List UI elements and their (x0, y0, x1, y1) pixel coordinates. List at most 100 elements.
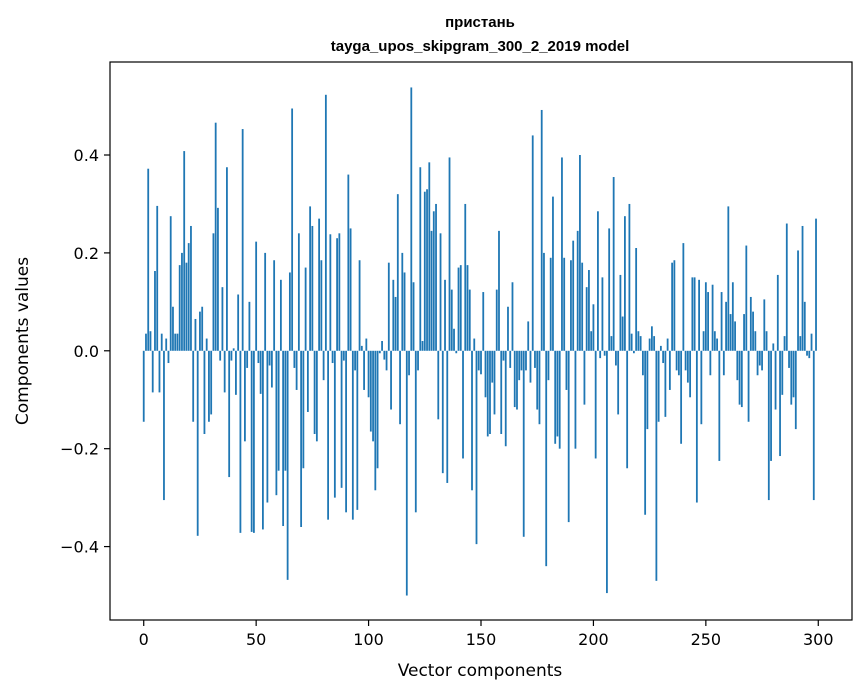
bar (185, 262, 188, 351)
bar (504, 350, 507, 447)
y-tick-label: 0.0 (74, 342, 99, 361)
bar (311, 225, 314, 351)
bar (734, 321, 736, 351)
bar (617, 350, 620, 415)
bar (711, 284, 714, 351)
bar (212, 233, 215, 351)
bar (626, 350, 629, 469)
bar (232, 348, 235, 351)
bar (403, 272, 406, 351)
bar (797, 250, 799, 351)
bar (340, 350, 343, 488)
bar (806, 350, 808, 356)
bar (336, 238, 338, 351)
bar (650, 326, 653, 351)
bar (540, 109, 543, 351)
bar (331, 350, 334, 364)
bar (547, 350, 550, 381)
bar (686, 350, 689, 383)
x-axis-label: Vector components (398, 661, 563, 681)
bar (329, 234, 332, 351)
bar (725, 301, 727, 351)
bar (752, 311, 754, 351)
bar (574, 350, 577, 449)
bar (392, 279, 395, 351)
bar (275, 350, 278, 496)
bar (405, 350, 408, 596)
bar (754, 331, 757, 351)
bar (781, 350, 784, 395)
bar (257, 350, 260, 364)
bar (585, 287, 588, 351)
bar (779, 350, 781, 457)
bar (396, 194, 399, 351)
bar (468, 289, 471, 351)
bar (349, 228, 352, 351)
bar (698, 279, 700, 351)
bar (563, 257, 566, 351)
bar (675, 350, 678, 371)
bar (691, 277, 694, 351)
bar (572, 240, 575, 351)
bar (565, 350, 568, 390)
bar (282, 350, 285, 527)
bar (203, 350, 206, 434)
bar (246, 350, 249, 368)
bar (529, 350, 532, 383)
bar (664, 350, 667, 417)
bar (673, 260, 676, 351)
bar (412, 282, 415, 351)
bar (342, 350, 345, 361)
bar (228, 350, 231, 478)
bar (731, 282, 734, 351)
bar (727, 206, 730, 351)
bar (621, 316, 624, 351)
bar (808, 350, 811, 359)
bar (190, 225, 192, 351)
bar (601, 277, 604, 351)
bar (682, 243, 685, 351)
bar (473, 338, 476, 351)
bar (239, 350, 242, 533)
bar (149, 331, 152, 351)
bar (448, 157, 451, 351)
bar (401, 252, 404, 351)
bar (567, 350, 570, 523)
bar (167, 350, 170, 364)
bar (284, 350, 287, 471)
bar (659, 345, 662, 351)
bar (367, 350, 370, 398)
bar (297, 233, 300, 351)
bar (455, 350, 458, 354)
bar (437, 350, 440, 420)
bar (655, 350, 658, 581)
bar (221, 287, 224, 351)
bar (199, 311, 201, 351)
bar (637, 331, 640, 351)
bar (219, 350, 222, 361)
bar (518, 350, 521, 381)
bar (815, 218, 817, 351)
bar (545, 350, 548, 567)
bar (471, 350, 473, 491)
bar (421, 341, 424, 351)
bar (538, 350, 541, 425)
x-tick-label: 0 (139, 630, 149, 649)
bar (668, 350, 671, 390)
bar (414, 350, 417, 513)
bar (758, 350, 761, 366)
bar (306, 350, 309, 412)
bar (262, 350, 264, 530)
bar (788, 350, 790, 368)
bar (270, 350, 273, 388)
bar (432, 211, 435, 351)
bar (729, 314, 732, 351)
bar (684, 350, 687, 371)
bar (648, 338, 651, 351)
bar (293, 350, 296, 368)
bar (498, 230, 500, 351)
bar (543, 252, 545, 351)
bar (794, 350, 797, 430)
bar (255, 241, 258, 351)
bar (516, 350, 518, 410)
